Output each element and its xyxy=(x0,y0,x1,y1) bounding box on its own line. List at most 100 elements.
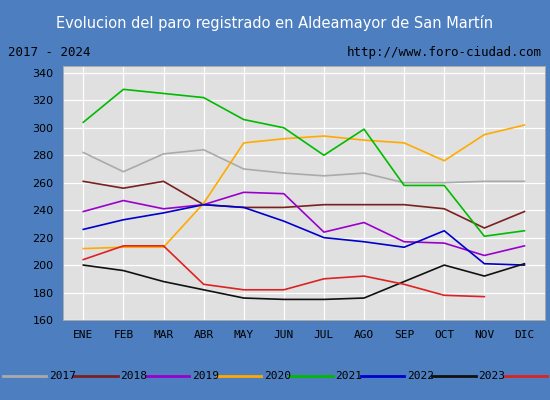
Text: 2021: 2021 xyxy=(336,371,362,381)
2017 xyxy=(120,169,127,174)
2017 xyxy=(240,166,247,171)
2018 xyxy=(361,202,367,207)
2020 xyxy=(321,134,327,138)
2018 xyxy=(280,205,287,210)
2021 xyxy=(240,117,247,122)
2023 xyxy=(280,297,287,302)
2017 xyxy=(361,171,367,176)
2024 xyxy=(280,287,287,292)
Text: 2018: 2018 xyxy=(120,371,147,381)
Line: 2024: 2024 xyxy=(83,246,485,297)
2018 xyxy=(401,202,408,207)
2020 xyxy=(361,138,367,142)
2019 xyxy=(481,253,488,258)
2021 xyxy=(120,87,127,92)
2019 xyxy=(280,191,287,196)
2020 xyxy=(280,136,287,141)
2023 xyxy=(361,296,367,300)
Line: 2021: 2021 xyxy=(83,89,525,236)
Text: Evolucion del paro registrado en Aldeamayor de San Martín: Evolucion del paro registrado en Aldeama… xyxy=(57,15,493,31)
Text: http://www.foro-ciudad.com: http://www.foro-ciudad.com xyxy=(347,46,542,59)
2017 xyxy=(80,150,86,155)
2022 xyxy=(401,245,408,250)
2020 xyxy=(120,245,127,250)
2024 xyxy=(120,244,127,248)
2023 xyxy=(160,279,167,284)
2018 xyxy=(240,205,247,210)
2018 xyxy=(321,202,327,207)
2019 xyxy=(200,202,207,207)
2024 xyxy=(401,282,408,287)
2023 xyxy=(401,279,408,284)
2018 xyxy=(80,179,86,184)
2021 xyxy=(160,91,167,96)
2023 xyxy=(120,268,127,273)
2020 xyxy=(441,158,448,163)
Line: 2023: 2023 xyxy=(83,264,525,300)
2019 xyxy=(240,190,247,195)
2022 xyxy=(200,202,207,207)
Line: 2017: 2017 xyxy=(83,150,525,183)
Text: 2017 - 2024: 2017 - 2024 xyxy=(8,46,91,59)
2024 xyxy=(321,276,327,281)
2021 xyxy=(361,127,367,132)
2018 xyxy=(521,209,528,214)
2024 xyxy=(160,244,167,248)
2024 xyxy=(361,274,367,278)
2017 xyxy=(321,174,327,178)
2019 xyxy=(80,209,86,214)
2020 xyxy=(200,201,207,206)
2023 xyxy=(321,297,327,302)
2022 xyxy=(160,210,167,215)
2017 xyxy=(160,152,167,156)
2017 xyxy=(481,179,488,184)
2020 xyxy=(481,132,488,137)
2018 xyxy=(441,206,448,211)
2020 xyxy=(240,140,247,145)
2017 xyxy=(521,179,528,184)
2024 xyxy=(80,257,86,262)
Text: 2017: 2017 xyxy=(49,371,76,381)
2018 xyxy=(120,186,127,190)
2024 xyxy=(240,287,247,292)
2019 xyxy=(401,239,408,244)
2024 xyxy=(441,293,448,298)
2023 xyxy=(521,261,528,266)
Line: 2020: 2020 xyxy=(83,125,525,249)
2022 xyxy=(481,261,488,266)
2018 xyxy=(200,202,207,207)
2019 xyxy=(521,244,528,248)
2021 xyxy=(481,234,488,239)
2022 xyxy=(80,227,86,232)
2024 xyxy=(200,282,207,287)
2017 xyxy=(200,147,207,152)
2023 xyxy=(80,263,86,268)
2021 xyxy=(401,183,408,188)
2024 xyxy=(481,294,488,299)
Line: 2022: 2022 xyxy=(83,205,525,265)
2020 xyxy=(521,123,528,128)
2023 xyxy=(200,287,207,292)
2021 xyxy=(80,120,86,125)
2019 xyxy=(321,230,327,234)
Line: 2019: 2019 xyxy=(83,192,525,256)
2019 xyxy=(160,206,167,211)
2022 xyxy=(361,239,367,244)
2022 xyxy=(521,263,528,268)
2017 xyxy=(401,180,408,185)
2020 xyxy=(80,246,86,251)
2020 xyxy=(401,140,408,145)
2020 xyxy=(160,245,167,250)
2019 xyxy=(441,241,448,246)
2022 xyxy=(240,205,247,210)
2022 xyxy=(120,217,127,222)
2022 xyxy=(441,228,448,233)
2021 xyxy=(521,228,528,233)
2021 xyxy=(200,95,207,100)
2023 xyxy=(481,274,488,278)
2023 xyxy=(441,263,448,268)
2021 xyxy=(321,153,327,158)
2022 xyxy=(280,219,287,224)
2022 xyxy=(321,235,327,240)
2017 xyxy=(441,180,448,185)
